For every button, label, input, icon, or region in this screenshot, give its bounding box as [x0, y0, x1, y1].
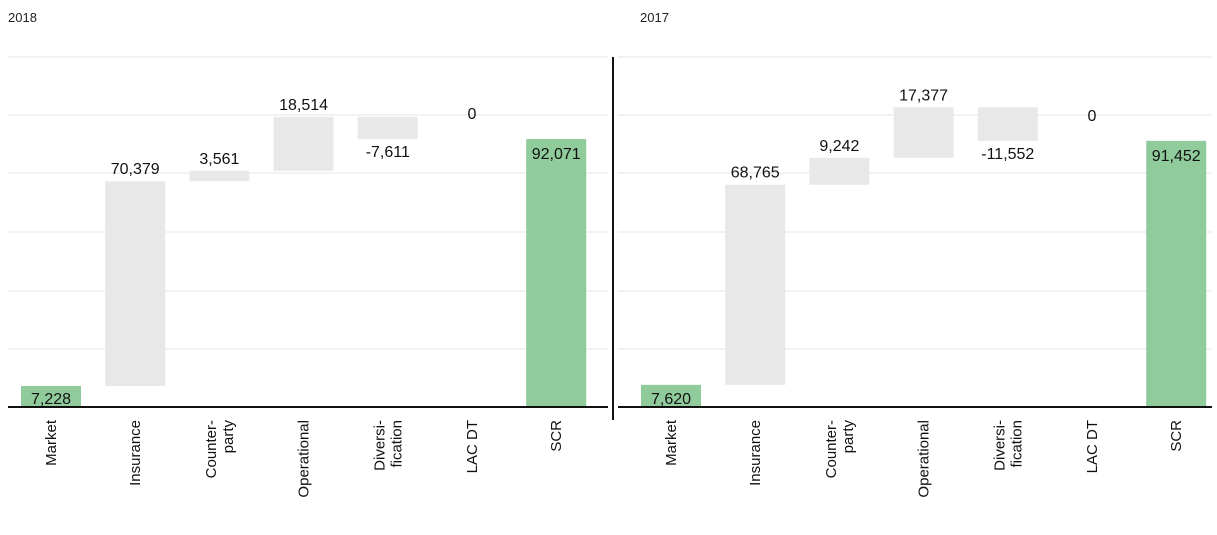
panel-2018-bar-1: [105, 181, 166, 386]
panel-2017-category-label-2: party: [840, 420, 857, 454]
panel-2018-category-label-2: party: [220, 420, 237, 454]
panel-2017-category-label-4: fication: [1008, 420, 1025, 468]
panel-2018-category-label-4: Diversi-: [371, 420, 388, 471]
panel-2017-bar-4: [977, 107, 1038, 141]
panel-2018-value-label-6: 92,071: [532, 146, 581, 163]
panel-2018-category-label-3: Operational: [296, 420, 313, 498]
panel-2018-title: 2018: [8, 10, 37, 25]
panel-2018-category-label-4: fication: [388, 420, 405, 468]
panel-2018-category-label-1: Insurance: [127, 420, 144, 486]
panel-2018-bar-3: [273, 116, 334, 171]
panel-2018-category-label-6: SCR: [548, 420, 565, 452]
panel-2017-value-label-0: 7,620: [651, 391, 691, 408]
panel-2018-category-label-5: LAC DT: [464, 420, 481, 473]
panel-2018-category-label-2: Counter-: [203, 420, 220, 478]
panel-2017-value-label-4: -11,552: [981, 146, 1034, 163]
panel-2018-value-label-4: -7,611: [366, 144, 410, 161]
panel-2017-category-label-4: Diversi-: [991, 420, 1008, 471]
panel-2018-bar-2: [189, 170, 250, 182]
panel-2017-title: 2017: [640, 10, 669, 25]
panel-2018-value-label-2: 3,561: [199, 151, 239, 168]
panel-2017-bar-0: [641, 384, 701, 407]
panel-2017-value-label-6: 91,452: [1152, 148, 1201, 165]
panel-2018-value-label-0: 7,228: [31, 391, 71, 408]
panel-2018-value-label-5: 0: [468, 106, 477, 123]
panel-2017-value-label-3: 17,377: [899, 87, 948, 104]
panel-2017-bar-6: [1146, 140, 1207, 407]
panel-2018-bar-6: [526, 139, 587, 407]
panel-2017-bar-1: [725, 184, 786, 385]
panel-2017-bar-2: [809, 157, 870, 185]
panel-2018-category-label-0: Market: [43, 419, 60, 466]
panel-2018-bar-0: [21, 385, 81, 407]
panel-2017-value-label-2: 9,242: [819, 138, 859, 155]
panel-2017-category-label-3: Operational: [916, 420, 933, 498]
panel-2017-category-label-1: Insurance: [747, 420, 764, 486]
panel-2017-value-label-5: 0: [1088, 108, 1097, 125]
panel-2018-value-label-3: 18,514: [279, 97, 328, 114]
panel-2017-bar-3: [893, 107, 954, 158]
panel-2017-value-label-1: 68,765: [731, 165, 780, 182]
panel-2017-category-label-6: SCR: [1168, 420, 1185, 452]
panel-2018-bar-4: [357, 116, 418, 140]
panel-2017-category-label-0: Market: [663, 419, 680, 466]
panel-2017-category-label-5: LAC DT: [1084, 420, 1101, 473]
panel-2018-value-label-1: 70,379: [111, 161, 160, 178]
panel-2017-category-label-2: Counter-: [823, 420, 840, 478]
